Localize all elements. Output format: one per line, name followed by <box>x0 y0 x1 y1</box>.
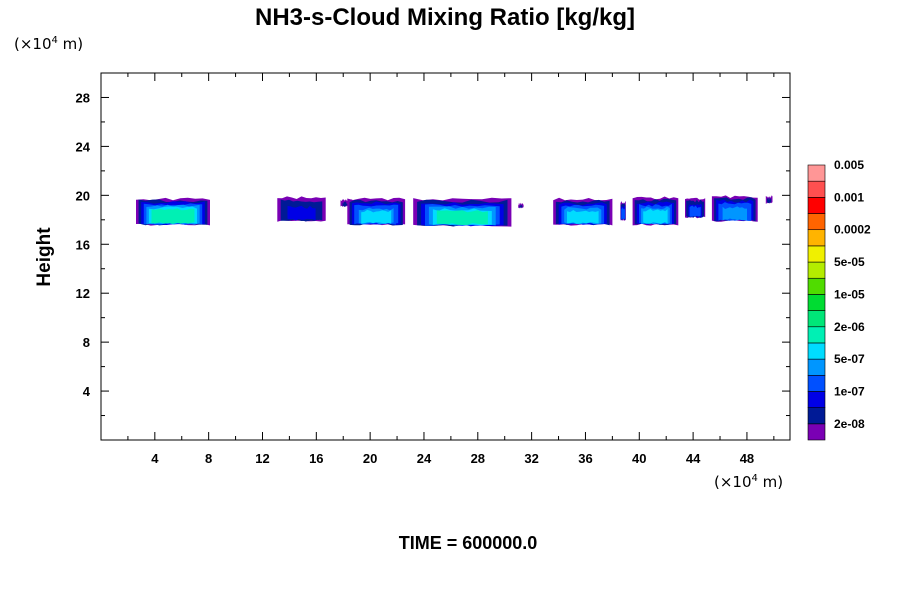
x-tick-label: 32 <box>524 451 538 466</box>
colorbar-label: 0.005 <box>834 158 864 172</box>
colorbar-swatch <box>807 391 826 408</box>
colorbar-swatch <box>807 423 826 441</box>
cloud-blob <box>765 195 773 204</box>
colorbar-swatch <box>807 358 826 376</box>
cloud-level <box>154 210 192 224</box>
cloud-level <box>436 210 488 225</box>
cloud-level <box>643 209 668 224</box>
cloud-field <box>136 195 773 227</box>
x-tick-label: 48 <box>740 451 754 466</box>
x-unit-label: (×104 m) <box>714 473 783 491</box>
y-axis: 4 8 12 16 20 24 28 <box>76 90 790 417</box>
cloud-blob <box>632 196 679 226</box>
cloud-blob <box>136 197 210 226</box>
y-axis-title: Height <box>34 227 55 287</box>
y-tick-label: 20 <box>76 188 90 203</box>
x-tick-label: 8 <box>205 451 212 466</box>
colorbar-swatch <box>807 197 826 214</box>
y-unit-label: (×104 m) <box>14 35 83 53</box>
plot-frame <box>100 72 791 441</box>
cloud-level <box>621 208 625 220</box>
y-tick-label: 8 <box>83 335 90 350</box>
colorbar-label: 5e-07 <box>834 352 865 366</box>
cloud-blob <box>620 201 626 221</box>
colorbar-swatch <box>807 229 826 247</box>
x-tick-label: 36 <box>578 451 592 466</box>
time-label: TIME = 600000.0 <box>399 533 538 553</box>
cloud-level <box>519 204 523 209</box>
cloud-level <box>722 206 747 221</box>
cloud-blob <box>518 202 524 209</box>
y-tick-label: 28 <box>76 90 90 105</box>
chart-title: NH3-s-Cloud Mixing Ratio [kg/kg] <box>255 4 635 31</box>
cloud-blob <box>711 195 758 222</box>
x-tick-label: 44 <box>686 451 701 466</box>
cloud-level <box>689 205 701 217</box>
cloud-blob <box>553 197 613 226</box>
cloud-blob <box>277 196 326 222</box>
cloud-blob <box>347 197 406 226</box>
colorbar-label: 1e-07 <box>834 384 865 398</box>
colorbar-swatch <box>807 164 826 182</box>
colorbar-swatch <box>807 326 826 344</box>
colorbar-label: 0.001 <box>834 190 864 204</box>
colorbar: 2e-08 1e-07 5e-07 2e-06 1e-05 5e-05 0.0002 0.00… <box>807 158 871 441</box>
colorbar-swatch <box>807 407 826 425</box>
x-tick-label: 24 <box>417 451 432 466</box>
colorbar-swatch <box>807 342 826 360</box>
colorbar-swatch <box>807 261 826 279</box>
colorbar-swatch <box>807 213 826 231</box>
cloud-blob <box>413 197 512 227</box>
cloud-level <box>767 197 772 204</box>
y-tick-label: 24 <box>76 139 91 154</box>
colorbar-label: 1e-05 <box>834 287 865 301</box>
colorbar-swatch <box>807 245 826 263</box>
cloud-level <box>361 209 392 224</box>
y-tick-label: 12 <box>76 286 90 301</box>
x-tick-label: 4 <box>151 451 159 466</box>
colorbar-swatch <box>807 310 826 328</box>
colorbar-label: 2e-08 <box>834 417 865 431</box>
cloud-level <box>287 205 316 221</box>
colorbar-swatch <box>807 180 826 198</box>
x-tick-label: 16 <box>309 451 323 466</box>
colorbar-swatch <box>807 277 826 295</box>
x-axis: 4 8 12 16 20 24 28 32 36 40 44 48 <box>127 73 775 466</box>
y-tick-label: 4 <box>83 384 91 399</box>
cloud-blob <box>685 197 706 219</box>
y-tick-label: 16 <box>76 237 90 252</box>
x-tick-label: 20 <box>363 451 377 466</box>
x-tick-label: 12 <box>255 451 269 466</box>
colorbar-label: 0.0002 <box>834 223 871 237</box>
colorbar-swatch <box>807 294 826 311</box>
x-tick-label: 28 <box>471 451 485 466</box>
colorbar-swatch <box>807 374 826 392</box>
cloud-level <box>518 203 523 209</box>
cloud-level <box>567 210 599 224</box>
colorbar-label: 5e-05 <box>834 255 865 269</box>
x-tick-label: 40 <box>632 451 646 466</box>
colorbar-label: 2e-06 <box>834 320 865 334</box>
